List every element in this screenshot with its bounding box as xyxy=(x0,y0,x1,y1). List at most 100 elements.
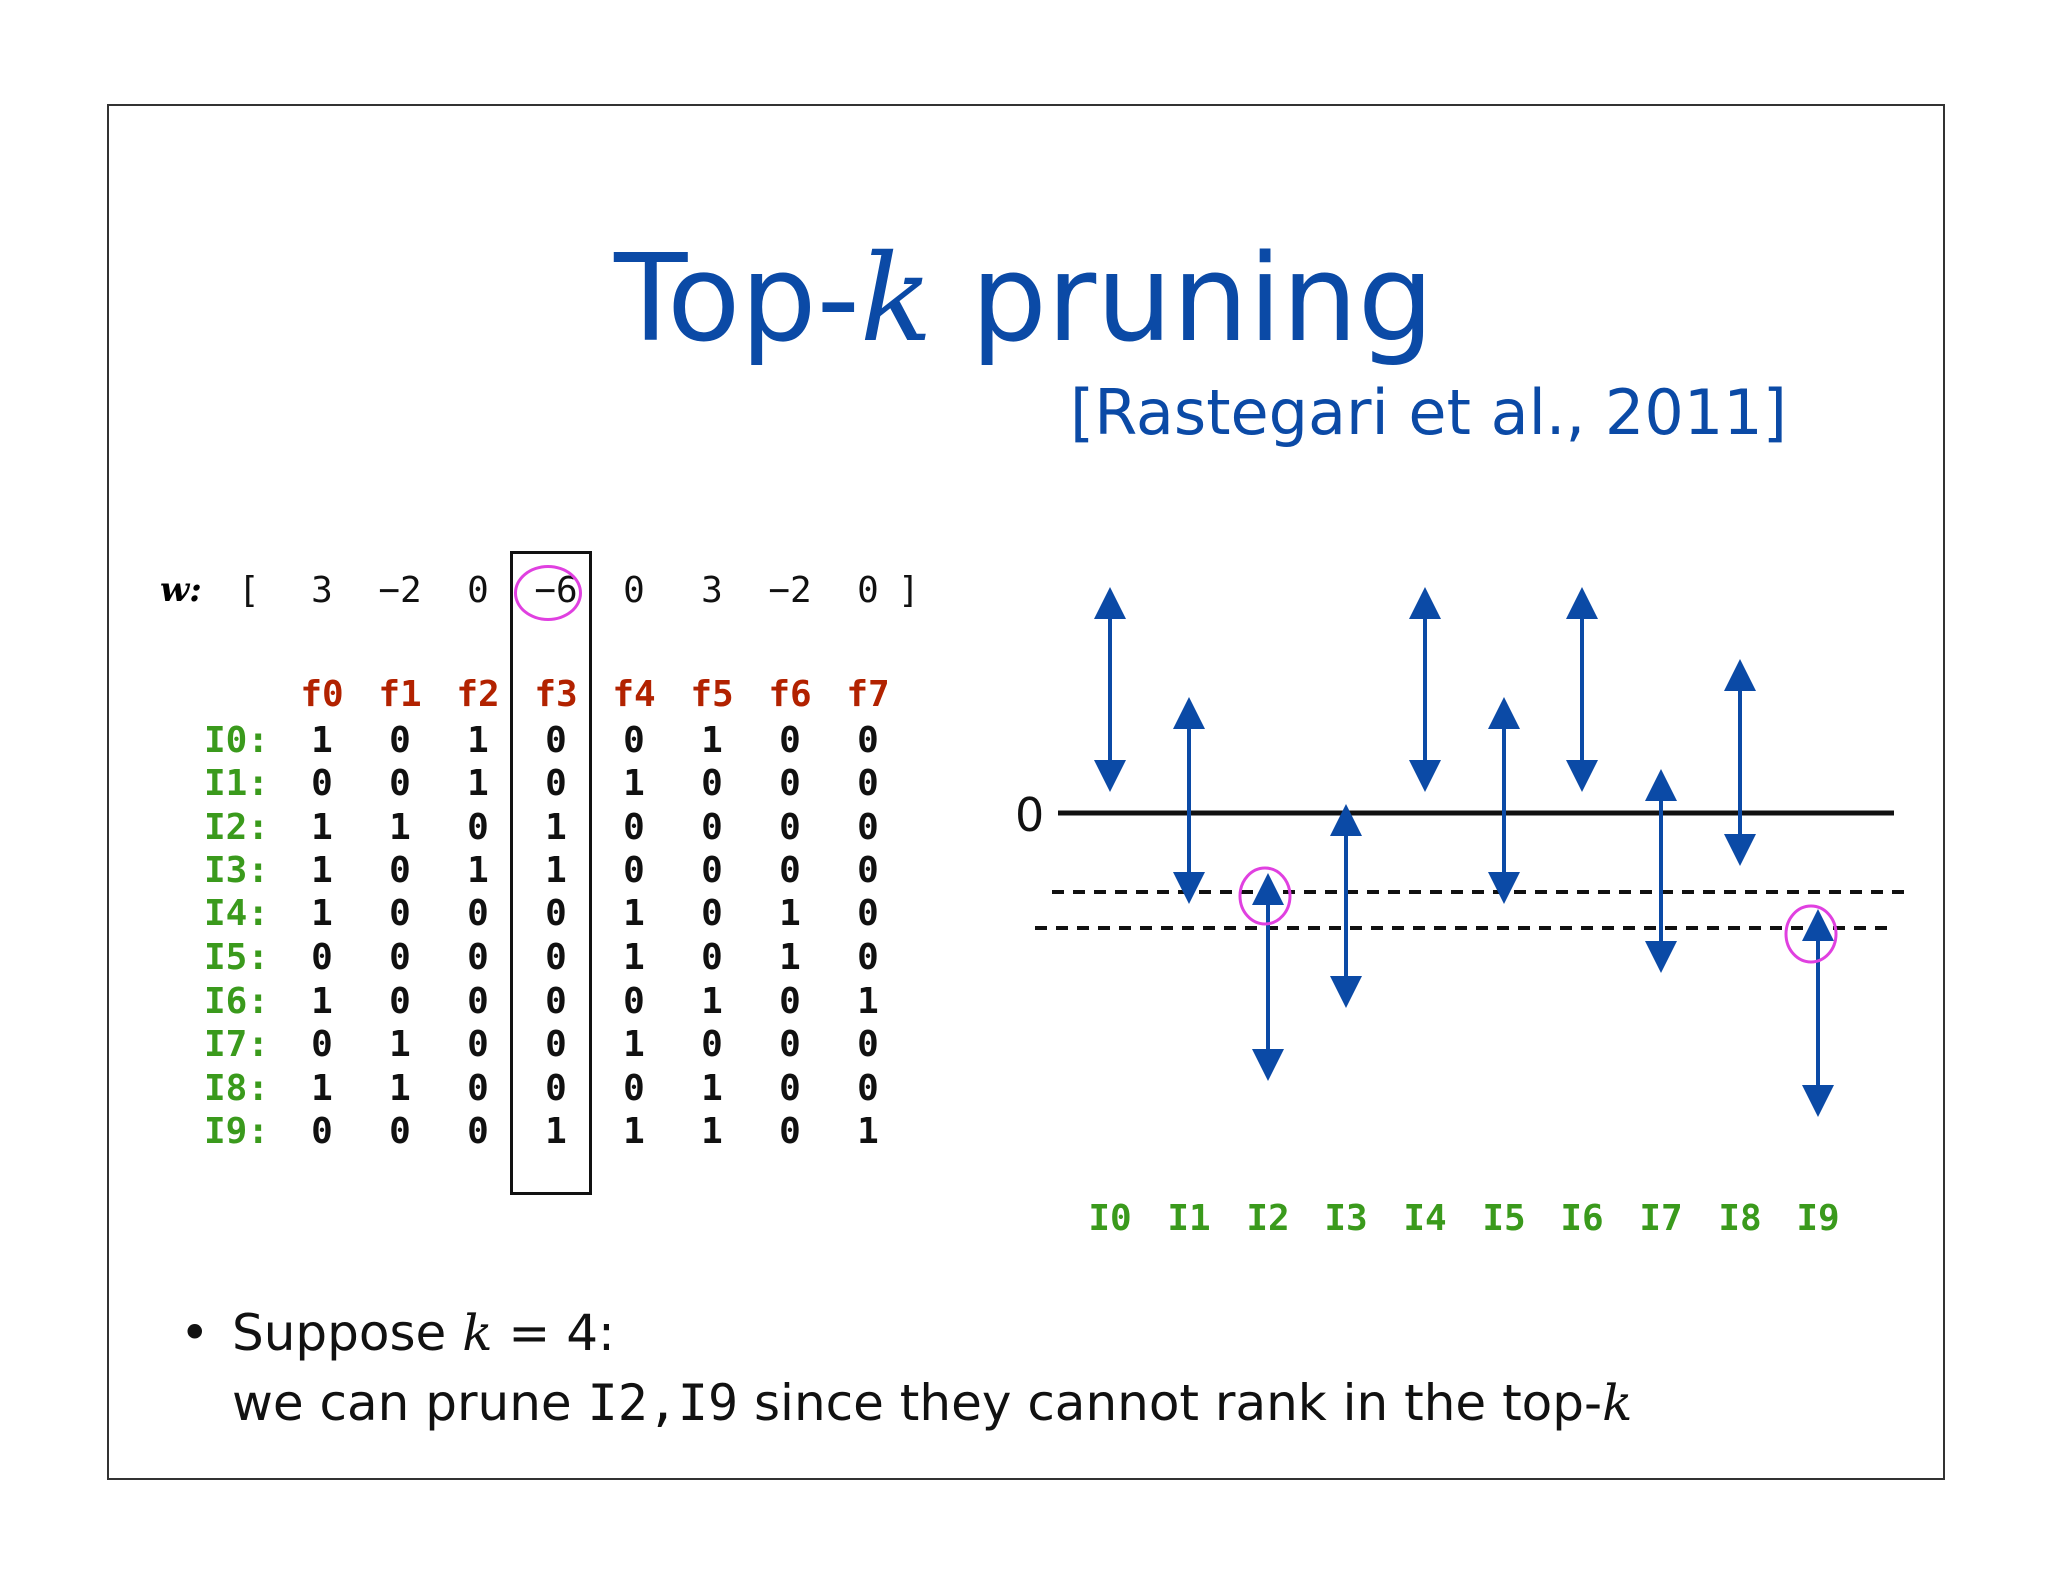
feature-header-f6: f6 xyxy=(768,674,812,715)
matrix-cell: 0 xyxy=(857,893,879,934)
matrix-cell: 0 xyxy=(389,763,411,804)
matrix-cell: 1 xyxy=(701,1068,723,1109)
matrix-cell: 0 xyxy=(857,850,879,891)
matrix-cell: 0 xyxy=(311,937,333,978)
row-label: I0: xyxy=(204,720,270,761)
weight-value-f6: −2 xyxy=(768,570,812,611)
matrix-cell: 0 xyxy=(701,893,723,934)
feature-header-f5: f5 xyxy=(690,674,734,715)
matrix-cell: 0 xyxy=(467,1024,489,1065)
matrix-cell: 1 xyxy=(545,850,567,891)
matrix-cell: 0 xyxy=(545,1068,567,1109)
matrix-cell: 1 xyxy=(623,937,645,978)
row-label: I3: xyxy=(204,850,270,891)
weight-value-f2: 0 xyxy=(467,570,489,611)
matrix-cell: 1 xyxy=(311,807,333,848)
weight-close-bracket: ] xyxy=(898,570,920,611)
matrix-cell: 1 xyxy=(389,1068,411,1109)
matrix-cell: 1 xyxy=(623,1024,645,1065)
matrix-cell: 1 xyxy=(311,1068,333,1109)
feature-header-f4: f4 xyxy=(612,674,656,715)
pruned-ring-i2 xyxy=(1238,866,1292,926)
matrix-cell: 0 xyxy=(701,763,723,804)
citation: [Rastegari et al., 2011] xyxy=(1070,376,1787,449)
matrix-cell: 1 xyxy=(857,1111,879,1152)
row-label: I2: xyxy=(204,807,270,848)
matrix-cell: 1 xyxy=(389,1024,411,1065)
matrix-cell: 1 xyxy=(311,893,333,934)
matrix-cell: 0 xyxy=(311,763,333,804)
matrix-cell: 0 xyxy=(623,1068,645,1109)
matrix-cell: 1 xyxy=(623,763,645,804)
matrix-cell: 0 xyxy=(857,720,879,761)
item-label-i0: I0 xyxy=(1088,1198,1132,1239)
bullet-line1-k: k xyxy=(462,1304,493,1362)
bullet-line-1: Suppose k = 4: xyxy=(232,1298,615,1368)
matrix-cell: 0 xyxy=(545,720,567,761)
matrix-cell: 1 xyxy=(311,850,333,891)
feature-header-f3: f3 xyxy=(534,674,578,715)
matrix-cell: 0 xyxy=(545,981,567,1022)
matrix-cell: 0 xyxy=(467,893,489,934)
zero-label: 0 xyxy=(1015,788,1045,842)
matrix-cell: 1 xyxy=(623,893,645,934)
matrix-cell: 1 xyxy=(311,981,333,1022)
matrix-cell: 0 xyxy=(623,850,645,891)
matrix-cell: 0 xyxy=(545,763,567,804)
item-label-i2: I2 xyxy=(1246,1198,1290,1239)
matrix-cell: 0 xyxy=(545,937,567,978)
matrix-cell: 1 xyxy=(389,807,411,848)
matrix-cell: 0 xyxy=(779,1111,801,1152)
matrix-cell: 0 xyxy=(389,850,411,891)
matrix-cell: 1 xyxy=(701,720,723,761)
matrix-cell: 0 xyxy=(467,1111,489,1152)
feature-header-f2: f2 xyxy=(456,674,500,715)
row-label: I1: xyxy=(204,763,270,804)
title-prefix: Top- xyxy=(614,230,860,369)
matrix-cell: 1 xyxy=(623,1111,645,1152)
matrix-cell: 0 xyxy=(389,981,411,1022)
matrix-cell: 0 xyxy=(779,981,801,1022)
weight-highlight-ring xyxy=(514,565,582,621)
matrix-cell: 0 xyxy=(779,850,801,891)
matrix-cell: 0 xyxy=(389,720,411,761)
item-label-i1: I1 xyxy=(1167,1198,1211,1239)
matrix-cell: 1 xyxy=(779,893,801,934)
bullet-line1-prefix: Suppose xyxy=(232,1304,463,1362)
title-k: k xyxy=(859,230,933,369)
bullet-line2-code: I2,I9 xyxy=(587,1374,739,1432)
matrix-cell: 0 xyxy=(779,763,801,804)
matrix-cell: 0 xyxy=(467,981,489,1022)
item-label-i3: I3 xyxy=(1324,1198,1368,1239)
matrix-cell: 0 xyxy=(311,1024,333,1065)
matrix-cell: 0 xyxy=(389,1111,411,1152)
row-label: I5: xyxy=(204,937,270,978)
matrix-cell: 0 xyxy=(467,1068,489,1109)
bullet-line2-prefix: we can prune xyxy=(232,1374,588,1432)
item-arrows xyxy=(1094,587,1834,1117)
matrix-cell: 0 xyxy=(857,1024,879,1065)
row-label: I8: xyxy=(204,1068,270,1109)
matrix-cell: 1 xyxy=(467,763,489,804)
row-label: I9: xyxy=(204,1111,270,1152)
item-label-i9: I9 xyxy=(1796,1198,1840,1239)
matrix-cell: 1 xyxy=(701,1111,723,1152)
feature-header-f0: f0 xyxy=(300,674,344,715)
matrix-cell: 0 xyxy=(389,893,411,934)
bullet-dot: • xyxy=(180,1304,210,1362)
slide-frame xyxy=(107,104,1945,1480)
matrix-cell: 1 xyxy=(467,850,489,891)
matrix-cell: 0 xyxy=(701,850,723,891)
matrix-cell: 1 xyxy=(857,981,879,1022)
weight-value-f1: −2 xyxy=(378,570,422,611)
feature-header-f7: f7 xyxy=(846,674,890,715)
matrix-cell: 1 xyxy=(467,720,489,761)
matrix-cell: 0 xyxy=(545,1024,567,1065)
matrix-cell: 0 xyxy=(779,720,801,761)
matrix-cell: 0 xyxy=(779,1068,801,1109)
matrix-cell: 0 xyxy=(701,937,723,978)
weight-value-f4: 0 xyxy=(623,570,645,611)
matrix-cell: 1 xyxy=(545,1111,567,1152)
item-label-i5: I5 xyxy=(1482,1198,1526,1239)
